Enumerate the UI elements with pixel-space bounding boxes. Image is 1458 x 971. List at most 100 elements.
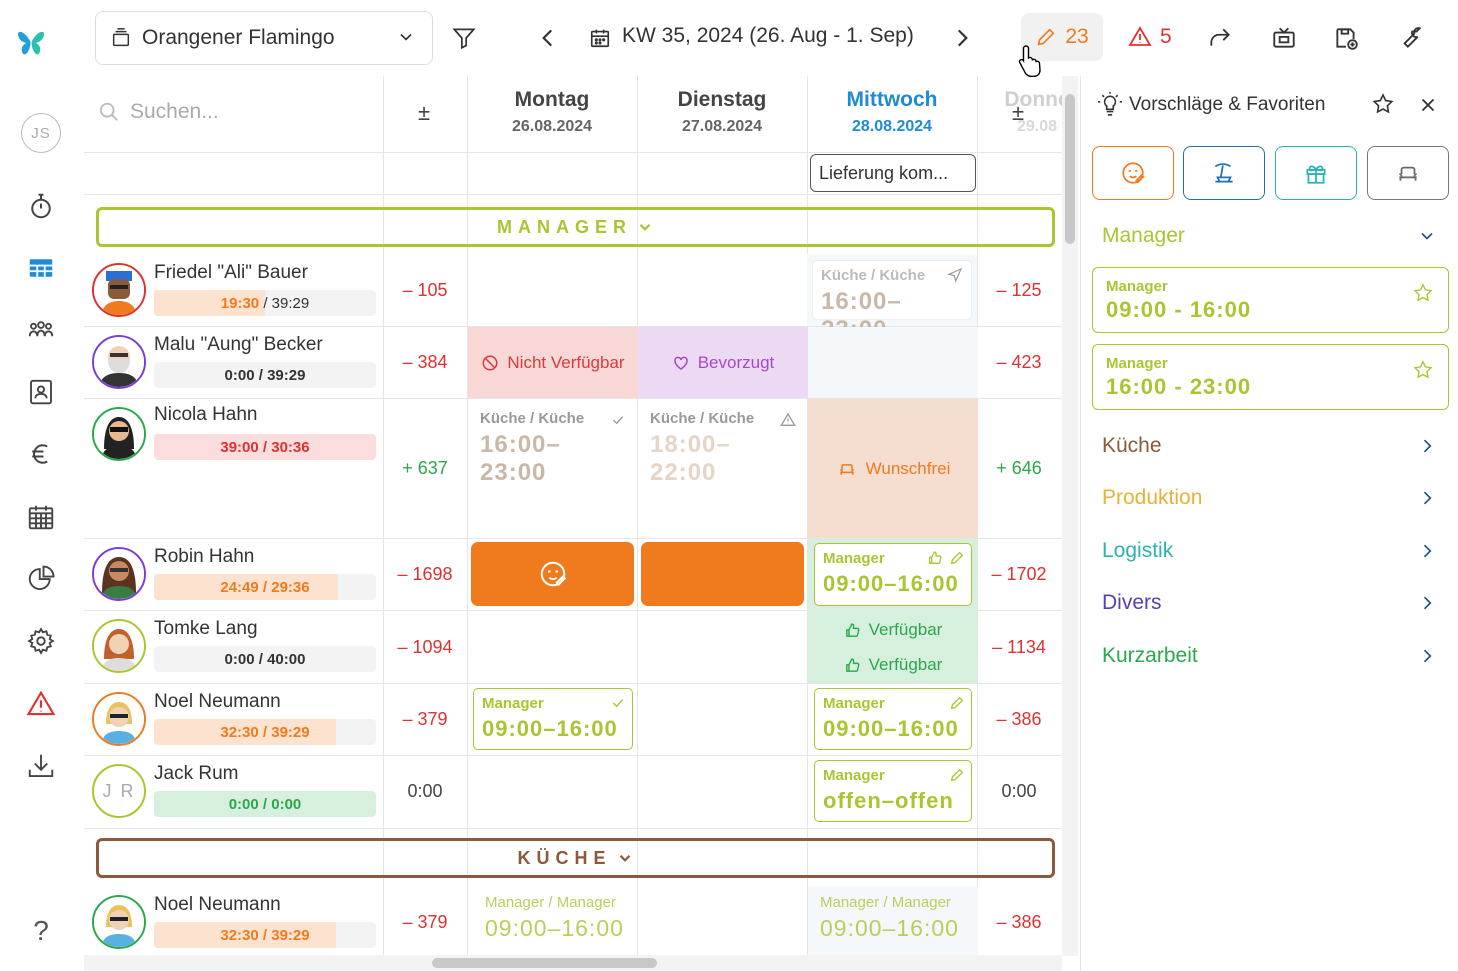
employee-row[interactable]: Robin Hahn 24:49 / 29:36: [84, 538, 384, 610]
chevron-down-icon: [396, 27, 416, 53]
help-icon[interactable]: ?: [33, 915, 49, 946]
tv-icon[interactable]: [1260, 14, 1308, 62]
sick-tab[interactable]: [1092, 146, 1174, 200]
gear-icon[interactable]: [20, 620, 62, 662]
shift-cell[interactable]: Manager 09:00–16:00: [808, 683, 978, 755]
sick-shift-block[interactable]: [471, 542, 634, 606]
avatar: [92, 895, 146, 949]
calendar-week-icon: [576, 14, 624, 62]
euro-icon[interactable]: [20, 433, 62, 475]
shift-card[interactable]: Manager 09:00–16:00: [473, 688, 633, 750]
balance-value: – 379: [402, 912, 448, 932]
balance-value: + 637: [402, 458, 448, 478]
shift-card[interactable]: Küche / Küche 18:00–22:00: [642, 404, 802, 493]
preferred-cell[interactable]: Bevorzugt: [638, 327, 808, 398]
calendar-icon[interactable]: [20, 496, 62, 538]
star-outline-icon[interactable]: [1412, 359, 1434, 386]
shift-cell[interactable]: [808, 327, 978, 398]
star-outline-icon[interactable]: [1412, 282, 1434, 309]
wrench-icon[interactable]: [1386, 14, 1434, 62]
shift-cell[interactable]: Manager / Manager 09:00–16:00: [468, 886, 638, 956]
thumbs-up-icon: [844, 622, 861, 639]
favorite-shift-card[interactable]: Manager 09:00 - 16:00: [1092, 267, 1449, 333]
category-kurzarbeit[interactable]: Kurzarbeit: [1102, 644, 1437, 668]
search-input[interactable]: Suchen...: [98, 100, 219, 124]
available-cell[interactable]: Verfügbar Verfügbar: [808, 611, 978, 683]
employee-row[interactable]: Malu "Aung" Becker 0:00 / 39:29: [84, 326, 384, 398]
employee-row[interactable]: J R Jack Rum 0:00 / 0:00: [84, 755, 384, 828]
team-icon[interactable]: [20, 309, 62, 351]
vertical-scrollbar[interactable]: [1062, 76, 1078, 956]
shift-card[interactable]: Manager offen–offen: [814, 760, 972, 822]
employee-row[interactable]: Tomke Lang 0:00 / 40:00: [84, 610, 384, 683]
stopwatch-icon[interactable]: [20, 185, 62, 227]
sick-shift-block[interactable]: [641, 542, 804, 606]
employee-name: Noel Neumann: [154, 691, 281, 712]
employee-row[interactable]: Noel Neumann 32:30 / 39:29: [84, 886, 384, 956]
day-header-tuesday[interactable]: Dienstag 27.08.2024: [677, 88, 767, 135]
close-icon[interactable]: [1417, 94, 1439, 121]
shift-cell[interactable]: Küche / Küche 18:00–22:00: [638, 398, 808, 538]
day-header-thursday[interactable]: Donne29.08: [1004, 88, 1062, 135]
shift-cell[interactable]: Manager offen–offen: [808, 755, 978, 828]
avatar: J R: [92, 764, 146, 818]
save-schedule-icon[interactable]: [1322, 14, 1370, 62]
butterfly-logo-icon[interactable]: [16, 28, 68, 80]
edits-button[interactable]: 23: [1021, 13, 1103, 61]
unavailable-cell[interactable]: Nicht Verfügbar: [468, 327, 638, 398]
day-header-wednesday[interactable]: Mittwoch 28.08.2024: [846, 88, 938, 135]
category-produktion[interactable]: Produktion: [1102, 486, 1437, 510]
horizontal-scrollbar[interactable]: [84, 955, 1062, 971]
sofa-tab[interactable]: [1367, 146, 1449, 200]
warning-icon[interactable]: [20, 683, 62, 725]
favorite-shift-card[interactable]: Manager 16:00 - 23:00: [1092, 344, 1449, 410]
employee-row[interactable]: Friedel "Ali" Bauer 19:30 / 39:29: [84, 254, 384, 326]
shift-card[interactable]: Manager 09:00–16:00: [814, 543, 972, 606]
chevron-right-icon[interactable]: [938, 14, 986, 62]
user-avatar[interactable]: JS: [21, 113, 61, 153]
schedule-table-icon[interactable]: [20, 247, 62, 289]
vacation-tab[interactable]: [1183, 146, 1265, 200]
share-icon[interactable]: [1196, 14, 1244, 62]
group-manager-header[interactable]: MANAGER: [96, 207, 1055, 247]
category-logistik[interactable]: Logistik: [1102, 539, 1437, 563]
plusminus-toggle[interactable]: ±: [418, 100, 431, 125]
shift-card[interactable]: Manager / Manager 09:00–16:00: [820, 894, 959, 941]
shift-cell[interactable]: Manager 09:00–16:00: [808, 539, 978, 610]
hours-bar: 32:30 / 39:29: [154, 922, 376, 948]
shift-cell[interactable]: Manager 09:00–16:00: [468, 683, 638, 755]
day-note-input[interactable]: Lieferung kom...: [810, 154, 976, 192]
plusminus-toggle-2[interactable]: ±: [1012, 100, 1025, 125]
warnings-button[interactable]: 5: [1128, 13, 1172, 61]
chevron-left-icon[interactable]: [524, 14, 572, 62]
contact-card-icon[interactable]: [20, 371, 62, 413]
location-select[interactable]: Orangener Flamingo: [95, 11, 433, 65]
employee-row[interactable]: Noel Neumann 32:30 / 39:29: [84, 683, 384, 755]
employee-row[interactable]: Nicola Hahn 39:00 / 30:36: [84, 398, 384, 538]
chevron-down-icon: [636, 218, 654, 236]
category-kueche[interactable]: Küche: [1102, 434, 1437, 458]
balance-value-next: – 386: [996, 912, 1042, 932]
shift-cell[interactable]: Manager / Manager 09:00–16:00: [808, 886, 978, 956]
balance-value-next: + 646: [996, 458, 1042, 478]
sidebar: JS ?: [0, 0, 84, 971]
filter-icon[interactable]: [440, 14, 488, 62]
gift-tab[interactable]: [1275, 146, 1357, 200]
wish-free-cell[interactable]: Wunschfrei: [808, 399, 978, 538]
day-header-monday[interactable]: Montag 26.08.2024: [511, 88, 593, 135]
shift-card[interactable]: Manager / Manager 09:00–16:00: [473, 888, 633, 948]
group-kueche-header[interactable]: KÜCHE: [96, 838, 1055, 878]
week-label[interactable]: KW 35, 2024 (26. Aug - 1. Sep): [622, 24, 914, 47]
download-icon[interactable]: [20, 745, 62, 787]
category-divers[interactable]: Divers: [1102, 591, 1437, 615]
gift-icon: [1303, 160, 1329, 186]
star-icon[interactable]: [1371, 92, 1395, 121]
location-label: Orangener Flamingo: [142, 26, 335, 49]
pie-chart-icon[interactable]: [20, 558, 62, 600]
shift-card[interactable]: Manager 09:00–16:00: [814, 688, 972, 750]
category-manager[interactable]: Manager: [1102, 224, 1437, 248]
